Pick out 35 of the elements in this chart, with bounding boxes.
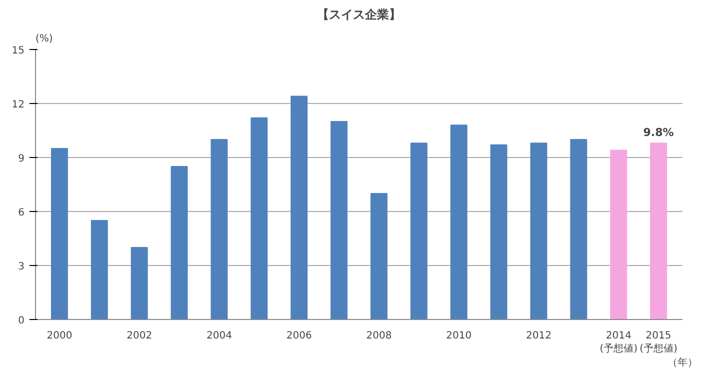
bar xyxy=(170,166,188,320)
x-tick-label: 2002 xyxy=(126,330,152,342)
bar xyxy=(90,220,108,320)
y-tick-label: 15 xyxy=(12,46,25,56)
x-tick-label: 2006 xyxy=(286,330,312,342)
y-tick-label: 3 xyxy=(18,262,25,272)
x-tick-label: 2012 xyxy=(526,330,552,342)
y-tick-label: 9 xyxy=(18,154,25,164)
bar xyxy=(570,139,588,320)
y-tick-label: 12 xyxy=(12,100,25,110)
x-tick-label: 2014 (予想値) xyxy=(600,330,638,355)
bar xyxy=(50,148,68,320)
data-label: 9.8% xyxy=(643,126,674,140)
bar xyxy=(610,150,628,320)
chart-title: 【スイス企業】 xyxy=(317,8,401,22)
y-axis-title: (%) xyxy=(36,34,53,44)
x-tick-label: 2015 (予想値) xyxy=(640,330,678,355)
x-tick-label: 2008 xyxy=(366,330,392,342)
x-axis-title: （年） xyxy=(668,356,698,369)
bar xyxy=(210,139,228,320)
x-tick-label: 2004 xyxy=(206,330,232,342)
x-tick-label: 2010 xyxy=(446,330,472,342)
bar xyxy=(490,144,508,320)
x-tick-label: 2000 xyxy=(46,330,72,342)
bar xyxy=(330,121,348,320)
bar xyxy=(450,124,468,320)
bar xyxy=(290,96,308,320)
y-tick-label: 0 xyxy=(18,316,25,326)
y-tick-label: 6 xyxy=(18,208,25,218)
bar xyxy=(370,193,388,320)
bar xyxy=(410,142,428,320)
bar xyxy=(130,247,148,320)
bar xyxy=(650,142,668,320)
bar xyxy=(250,117,268,320)
bar xyxy=(530,142,548,320)
